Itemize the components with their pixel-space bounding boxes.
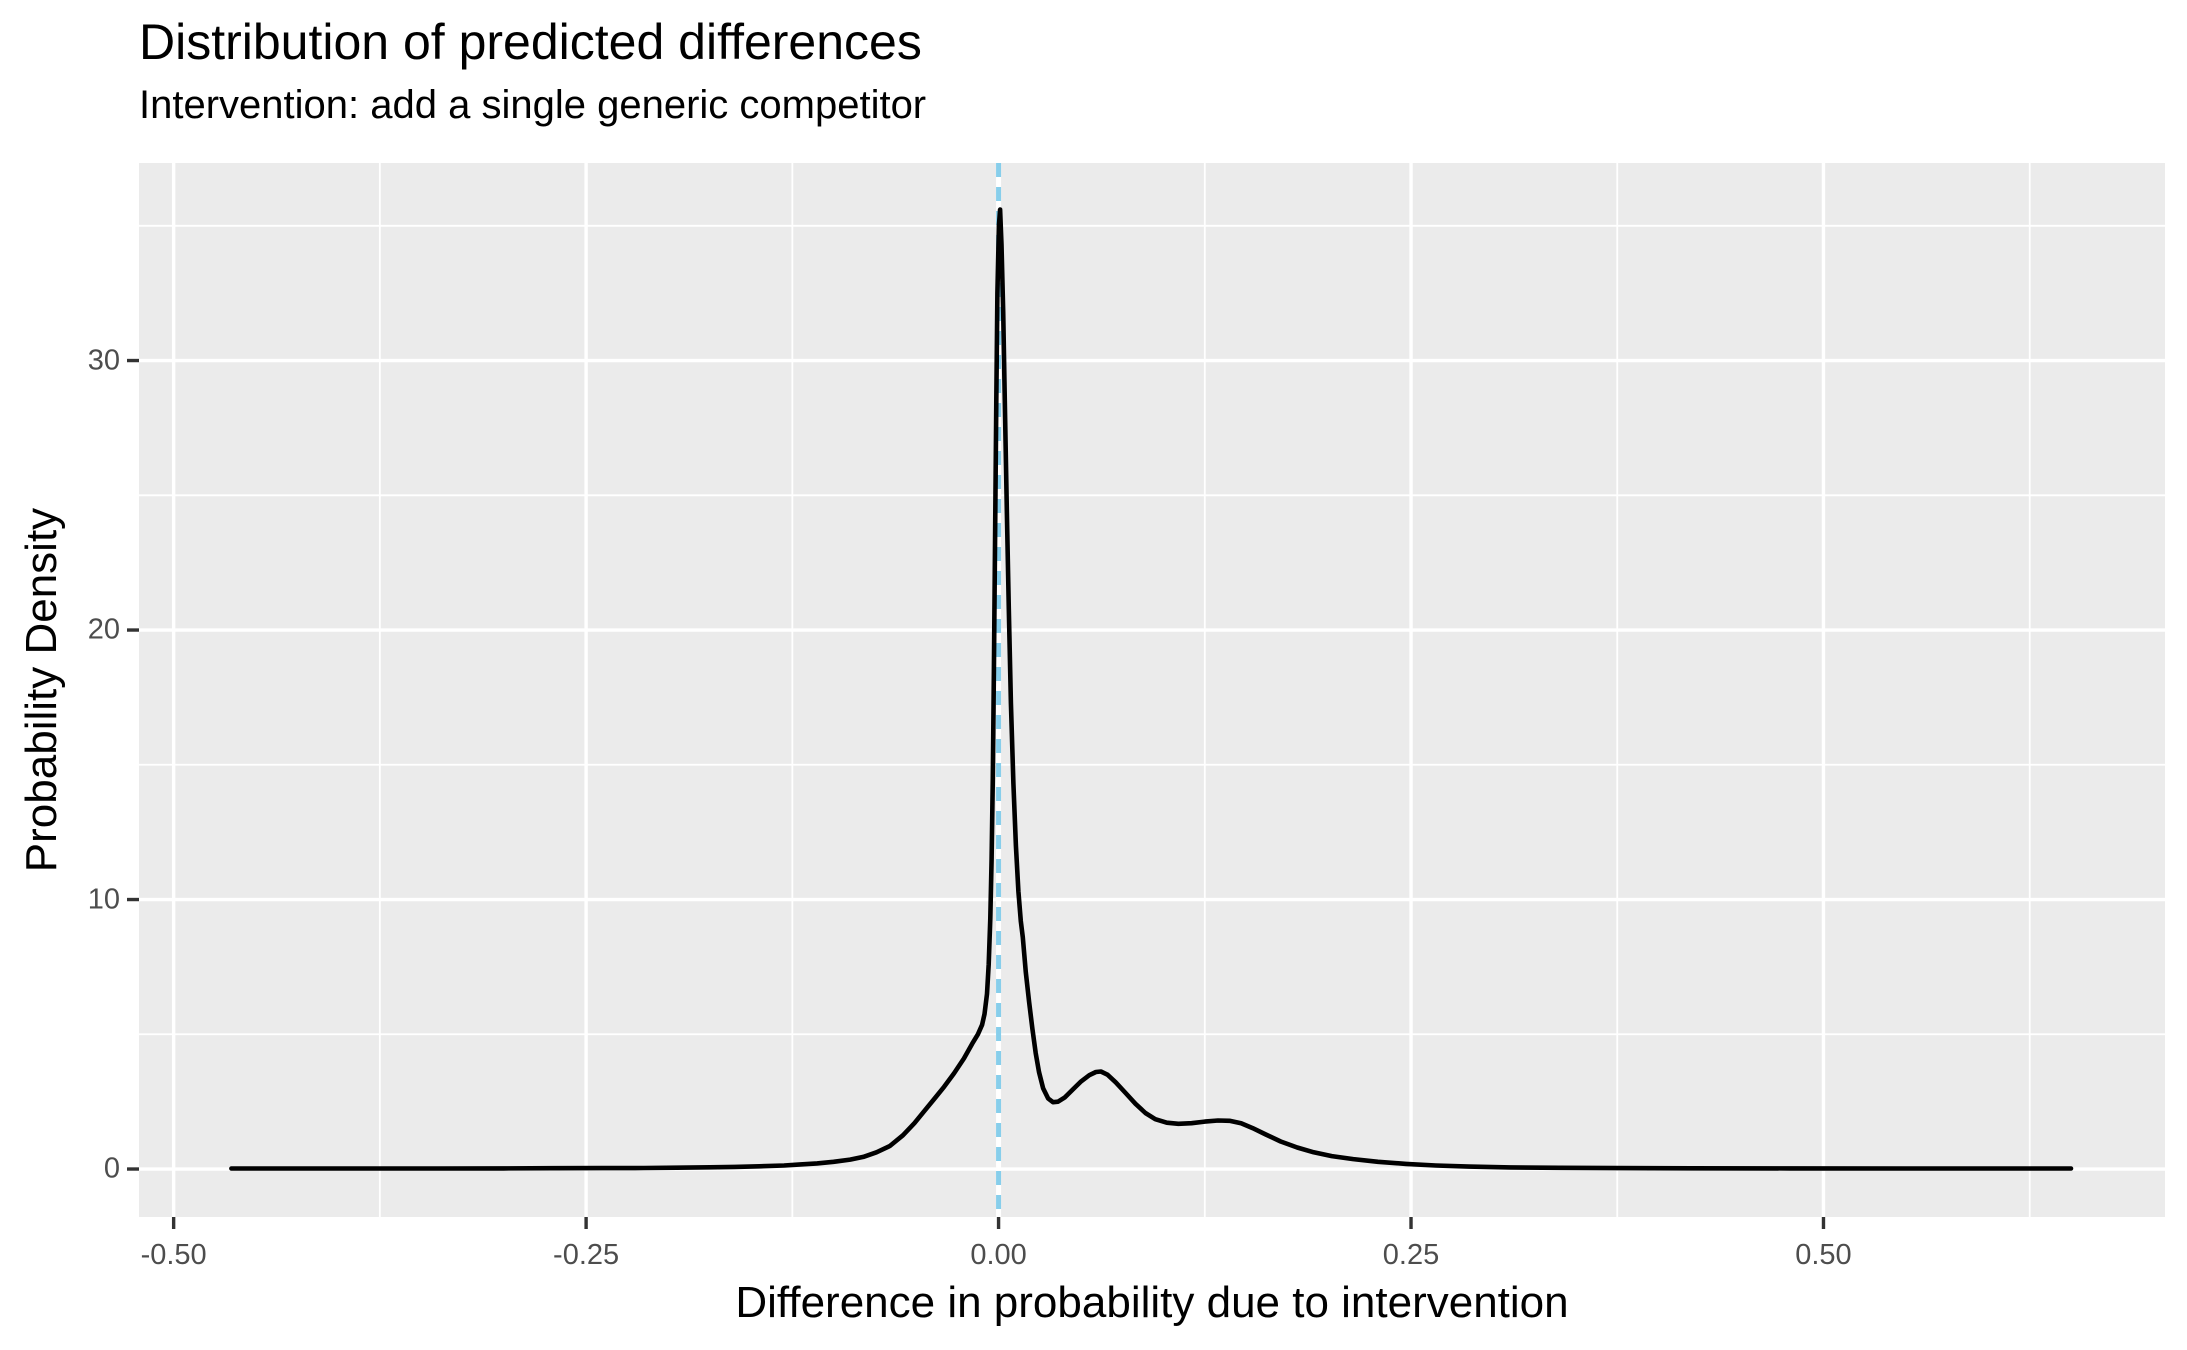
y-tick-label: 0 bbox=[103, 1152, 120, 1185]
y-tick-label: 30 bbox=[87, 344, 120, 377]
y-axis-title: Probability Density bbox=[17, 507, 66, 873]
x-tick-label: 0.00 bbox=[970, 1239, 1027, 1271]
density-curve bbox=[229, 207, 2074, 1171]
y-tick-label: 20 bbox=[87, 613, 120, 646]
y-tick-label: 10 bbox=[87, 883, 120, 916]
chart-subtitle: Intervention: add a single generic compe… bbox=[139, 83, 927, 127]
x-tick-label: 0.25 bbox=[1382, 1239, 1440, 1271]
x-axis-title: Difference in probability due to interve… bbox=[735, 1278, 1569, 1327]
panel-background bbox=[139, 163, 2165, 1217]
chart-title: Distribution of predicted differences bbox=[139, 14, 922, 70]
x-tick-label: 0.50 bbox=[1795, 1239, 1852, 1271]
x-tick-label: -0.50 bbox=[140, 1239, 207, 1271]
x-tick-label: -0.25 bbox=[553, 1239, 620, 1271]
